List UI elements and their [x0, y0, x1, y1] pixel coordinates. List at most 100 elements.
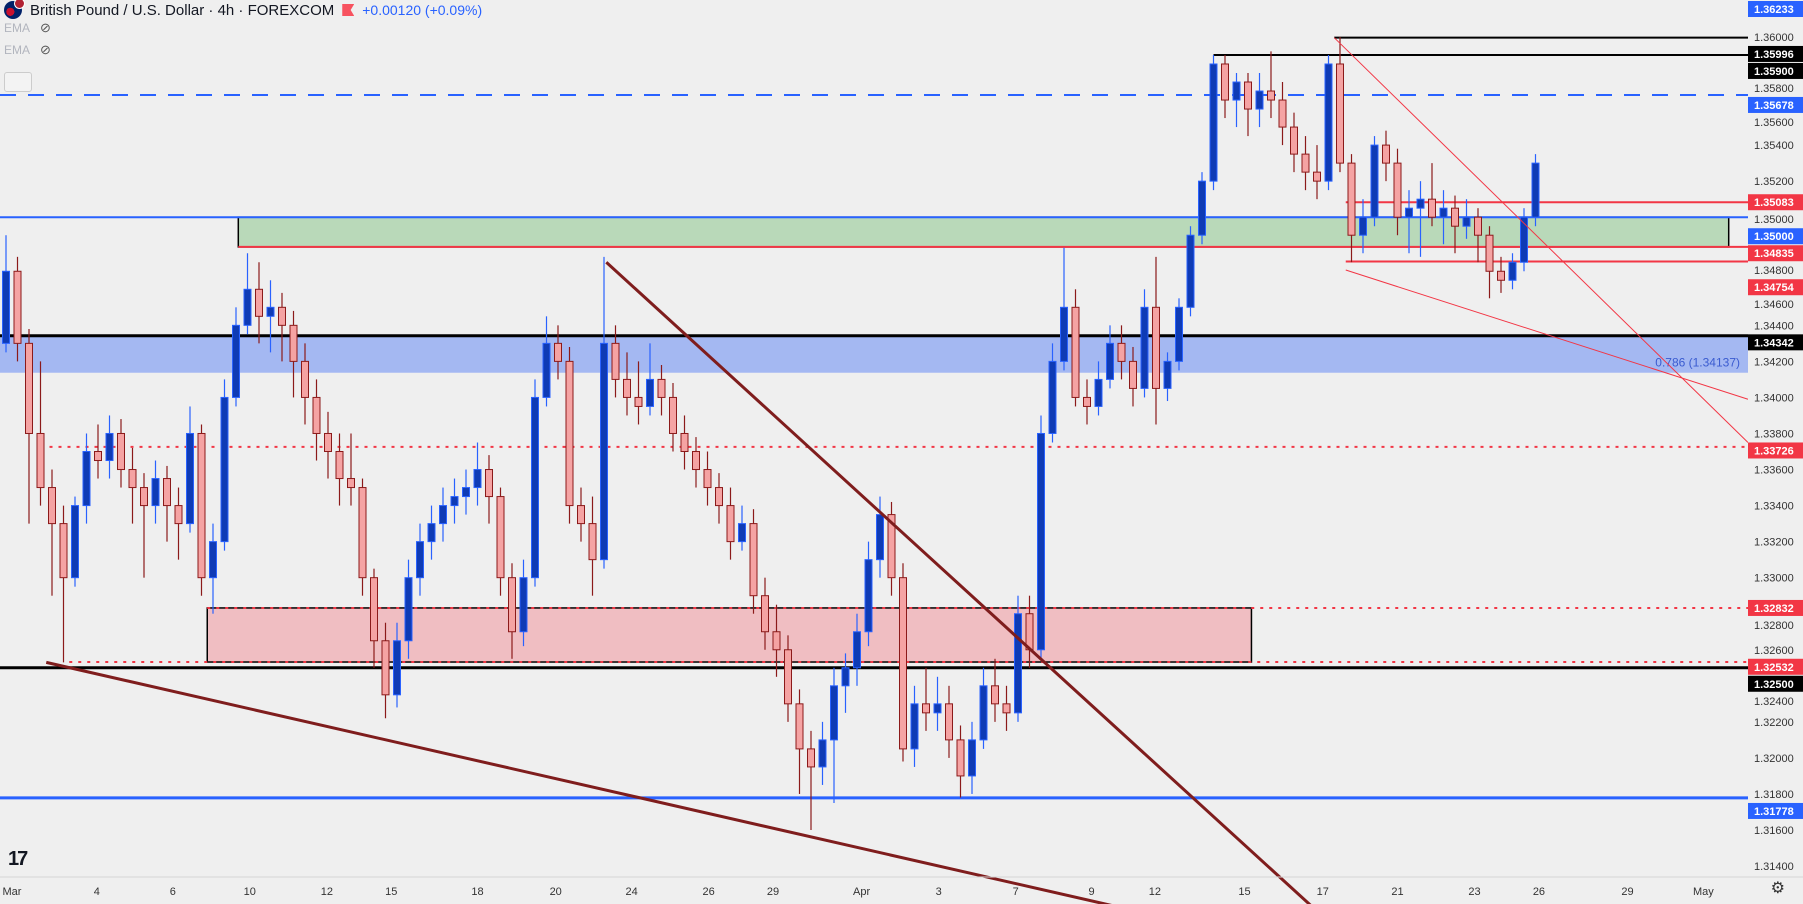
candle-body [1255, 90, 1264, 110]
price-label-badge [1748, 279, 1803, 296]
indicator-label: EMA [4, 43, 31, 57]
time-axis[interactable]: Mar 4 6 10 12 15 18 20 24 26 29 Apr 3 7 9 12 15 17 21 23 26 2… [0, 876, 1803, 898]
candle-body [519, 577, 528, 633]
candle-body [864, 559, 873, 633]
candle-body [59, 523, 68, 579]
candle [1071, 289, 1080, 407]
candle [209, 523, 217, 614]
candle [1405, 190, 1413, 254]
indicator-ema-2[interactable]: EMA ⊘ [4, 42, 51, 58]
candle-body [347, 478, 355, 489]
price-tick-label: 1.33000 [1754, 573, 1794, 585]
candle [565, 346, 574, 524]
eye-slash-icon[interactable]: ⊘ [40, 20, 51, 35]
candle [899, 563, 907, 762]
candle-body [94, 451, 102, 462]
candle [1485, 226, 1494, 299]
candle [531, 379, 539, 587]
candle-body [71, 505, 79, 579]
candle-body [1106, 342, 1114, 380]
price-label: 1.35996 [1754, 49, 1794, 61]
candle-body [715, 487, 723, 507]
candle [979, 667, 988, 749]
candle-body [784, 649, 792, 705]
price-label-badge [1748, 658, 1803, 675]
candle [1209, 54, 1218, 191]
candle [427, 505, 436, 560]
candle [220, 379, 229, 551]
candle-body [1083, 396, 1091, 407]
eye-slash-icon[interactable]: ⊘ [40, 42, 51, 57]
candle [1439, 190, 1448, 245]
candle [646, 343, 654, 416]
candle-body [542, 342, 551, 398]
candle [1244, 73, 1252, 137]
candle [784, 635, 792, 722]
candle [439, 487, 447, 542]
candle-body [1163, 360, 1172, 389]
price-label-badge [1748, 245, 1803, 262]
candle [289, 310, 298, 398]
candle [1382, 130, 1390, 182]
resistance-zone [237, 216, 1730, 248]
candle [1221, 54, 1229, 119]
candle [922, 667, 930, 731]
time-tick-label: 23 [1468, 886, 1480, 898]
candle-body [623, 378, 631, 398]
candle-body [1209, 63, 1218, 182]
time-tick-label: 29 [1621, 886, 1633, 898]
candle-body [1232, 81, 1241, 101]
candle [186, 406, 194, 533]
price-axis[interactable]: 1.36233 1.36000 1.35996 1.35900 1.35800 1.356… [1748, 0, 1803, 904]
candle [887, 501, 896, 596]
candle [13, 256, 22, 362]
collapse-legend-button[interactable] [4, 72, 32, 92]
settings-icon[interactable]: ⚙ [1770, 880, 1785, 897]
candle-body [1117, 342, 1126, 362]
candle-body [669, 396, 677, 434]
candle-body [646, 378, 654, 407]
candle-body [1278, 99, 1287, 128]
candle [1462, 199, 1471, 239]
candle [174, 487, 183, 560]
price-tick-label: 1.33400 [1754, 501, 1794, 513]
candle [1520, 208, 1528, 272]
fib-label: 0.786 (1.34137) [1655, 356, 1740, 370]
candle-body [1359, 216, 1367, 236]
candle [393, 622, 401, 708]
candle [1232, 73, 1241, 128]
symbol-title[interactable]: British Pound / U.S. Dollar · 4h · FOREX… [30, 1, 335, 19]
candle-body [554, 342, 562, 362]
candle [1301, 136, 1310, 191]
candle-body [1140, 306, 1149, 389]
candle [611, 325, 620, 398]
candle [1416, 181, 1425, 257]
candle [818, 721, 827, 785]
candle [1474, 208, 1482, 263]
candle-body [358, 487, 367, 579]
candle-body [243, 288, 252, 326]
candle-body [565, 360, 574, 507]
candle [94, 424, 102, 479]
candle-body [968, 739, 976, 777]
indicator-ema-1[interactable]: EMA ⊘ [4, 20, 51, 36]
candle [1186, 226, 1195, 317]
price-change: +0.00120 (+0.09%) [362, 2, 483, 18]
candle [485, 455, 493, 524]
candle [1048, 343, 1057, 443]
candle-body [473, 469, 482, 489]
flag-marker-icon[interactable] [342, 4, 355, 16]
candle [1083, 379, 1091, 425]
price-tick-label: 1.35400 [1754, 140, 1794, 152]
candle-body [163, 478, 171, 507]
time-tick-label: 18 [471, 886, 483, 898]
candle-body [922, 703, 930, 714]
candle-body [289, 324, 298, 362]
price-label: 1.32500 [1754, 679, 1794, 691]
price-tick-label: 1.33200 [1754, 537, 1794, 549]
tradingview-logo[interactable]: 17 [8, 848, 28, 870]
time-tick-label: 21 [1391, 886, 1403, 898]
candle-body [404, 577, 413, 642]
candle-body [657, 378, 666, 398]
